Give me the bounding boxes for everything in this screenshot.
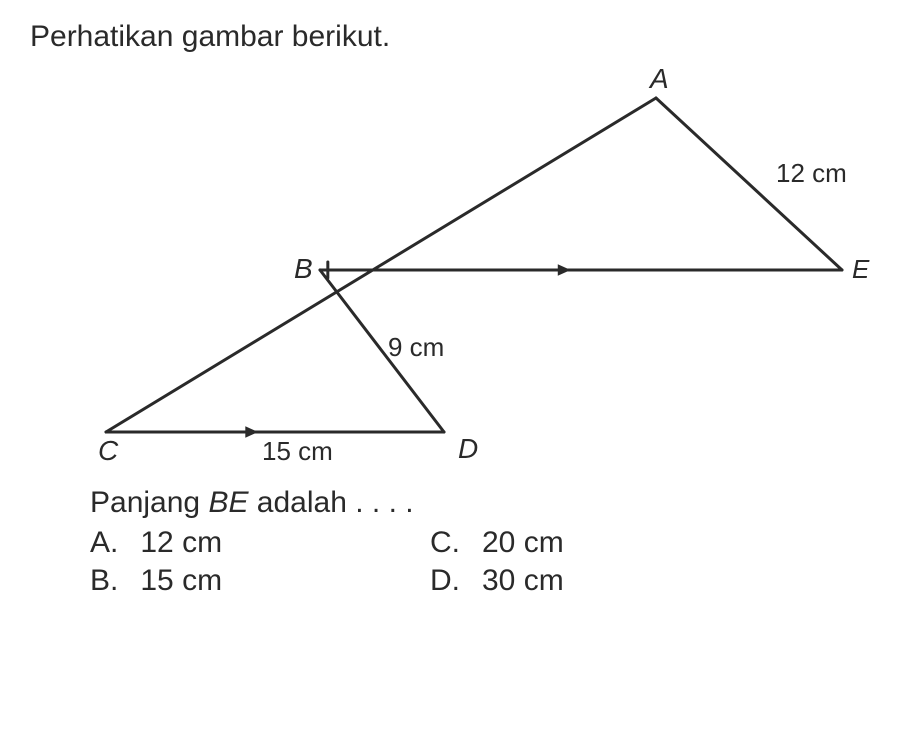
geometry-diagram: A E B D C 12 cm 9 cm 15 cm — [30, 62, 870, 482]
question-text: Panjang BE adalah . . . . — [90, 486, 870, 520]
svg-text:D: D — [458, 433, 478, 464]
option-d: D. 30 cm — [430, 564, 770, 598]
svg-text:12 cm: 12 cm — [776, 158, 847, 188]
option-b-letter: B. — [90, 564, 118, 598]
options-grid: A. 12 cm C. 20 cm B. 15 cm D. 30 cm — [90, 526, 870, 598]
svg-text:9 cm: 9 cm — [388, 332, 444, 362]
option-d-letter: D. — [430, 564, 460, 598]
svg-text:C: C — [98, 435, 119, 466]
question-suffix: adalah . . . . — [248, 486, 413, 519]
option-a-text: 12 cm — [140, 526, 222, 560]
option-c-letter: C. — [430, 526, 460, 560]
option-d-text: 30 cm — [482, 564, 564, 598]
question-variable: BE — [208, 486, 248, 519]
option-b-text: 15 cm — [140, 564, 222, 598]
svg-text:B: B — [294, 253, 313, 284]
question-prefix: Panjang — [90, 486, 208, 519]
svg-text:A: A — [648, 63, 669, 94]
option-c-text: 20 cm — [482, 526, 564, 560]
svg-text:15 cm: 15 cm — [262, 436, 333, 466]
option-a: A. 12 cm — [90, 526, 430, 560]
option-a-letter: A. — [90, 526, 118, 560]
option-b: B. 15 cm — [90, 564, 430, 598]
page-title: Perhatikan gambar berikut. — [30, 20, 870, 54]
option-c: C. 20 cm — [430, 526, 770, 560]
svg-text:E: E — [852, 254, 870, 284]
